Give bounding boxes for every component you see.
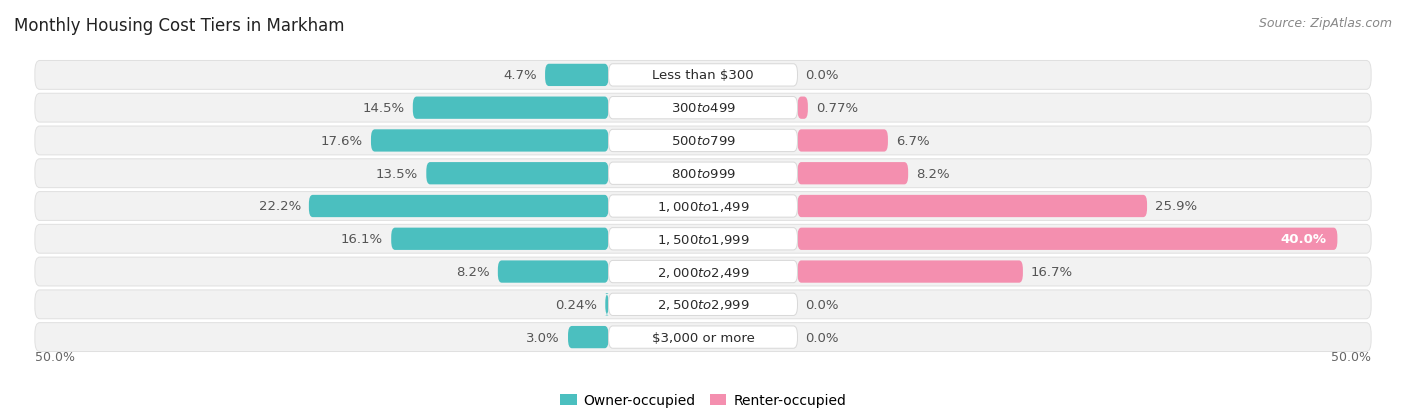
Legend: Owner-occupied, Renter-occupied: Owner-occupied, Renter-occupied	[554, 388, 852, 413]
Text: 50.0%: 50.0%	[35, 351, 75, 363]
Text: $2,500 to $2,999: $2,500 to $2,999	[657, 298, 749, 311]
Text: 16.1%: 16.1%	[342, 233, 382, 246]
FancyBboxPatch shape	[797, 130, 889, 152]
FancyBboxPatch shape	[35, 258, 1371, 286]
FancyBboxPatch shape	[797, 228, 1337, 250]
FancyBboxPatch shape	[568, 326, 609, 349]
FancyBboxPatch shape	[605, 294, 609, 316]
FancyBboxPatch shape	[609, 163, 797, 185]
FancyBboxPatch shape	[609, 97, 797, 119]
FancyBboxPatch shape	[546, 64, 609, 87]
Text: 8.2%: 8.2%	[456, 266, 489, 278]
FancyBboxPatch shape	[35, 225, 1371, 254]
Text: $300 to $499: $300 to $499	[671, 102, 735, 115]
FancyBboxPatch shape	[35, 159, 1371, 188]
Text: Source: ZipAtlas.com: Source: ZipAtlas.com	[1258, 17, 1392, 29]
Text: 8.2%: 8.2%	[917, 167, 950, 180]
Text: 25.9%: 25.9%	[1156, 200, 1198, 213]
Text: 50.0%: 50.0%	[1331, 351, 1371, 363]
FancyBboxPatch shape	[35, 323, 1371, 352]
Text: 0.0%: 0.0%	[806, 331, 839, 344]
Text: $3,000 or more: $3,000 or more	[651, 331, 755, 344]
FancyBboxPatch shape	[797, 261, 1024, 283]
Text: $1,500 to $1,999: $1,500 to $1,999	[657, 232, 749, 246]
FancyBboxPatch shape	[609, 64, 797, 87]
FancyBboxPatch shape	[35, 290, 1371, 319]
FancyBboxPatch shape	[609, 195, 797, 218]
FancyBboxPatch shape	[797, 195, 1147, 218]
Text: $800 to $999: $800 to $999	[671, 167, 735, 180]
FancyBboxPatch shape	[609, 228, 797, 250]
Text: $500 to $799: $500 to $799	[671, 135, 735, 147]
Text: 16.7%: 16.7%	[1031, 266, 1073, 278]
FancyBboxPatch shape	[35, 127, 1371, 156]
FancyBboxPatch shape	[609, 294, 797, 316]
Text: 14.5%: 14.5%	[363, 102, 405, 115]
FancyBboxPatch shape	[609, 326, 797, 349]
FancyBboxPatch shape	[609, 261, 797, 283]
FancyBboxPatch shape	[498, 261, 609, 283]
FancyBboxPatch shape	[309, 195, 609, 218]
Text: 0.0%: 0.0%	[806, 69, 839, 82]
FancyBboxPatch shape	[609, 130, 797, 152]
Text: 13.5%: 13.5%	[375, 167, 418, 180]
Text: $2,000 to $2,499: $2,000 to $2,499	[657, 265, 749, 279]
FancyBboxPatch shape	[391, 228, 609, 250]
FancyBboxPatch shape	[797, 163, 908, 185]
Text: 22.2%: 22.2%	[259, 200, 301, 213]
Text: 6.7%: 6.7%	[896, 135, 929, 147]
Text: $1,000 to $1,499: $1,000 to $1,499	[657, 199, 749, 214]
Text: 0.77%: 0.77%	[815, 102, 858, 115]
Text: Monthly Housing Cost Tiers in Markham: Monthly Housing Cost Tiers in Markham	[14, 17, 344, 34]
Text: 0.24%: 0.24%	[555, 298, 598, 311]
FancyBboxPatch shape	[35, 192, 1371, 221]
Text: 17.6%: 17.6%	[321, 135, 363, 147]
Text: 3.0%: 3.0%	[526, 331, 560, 344]
FancyBboxPatch shape	[426, 163, 609, 185]
FancyBboxPatch shape	[35, 94, 1371, 123]
FancyBboxPatch shape	[413, 97, 609, 119]
FancyBboxPatch shape	[371, 130, 609, 152]
FancyBboxPatch shape	[797, 97, 808, 119]
Text: 40.0%: 40.0%	[1281, 233, 1327, 246]
Text: Less than $300: Less than $300	[652, 69, 754, 82]
Text: 4.7%: 4.7%	[503, 69, 537, 82]
FancyBboxPatch shape	[35, 61, 1371, 90]
Text: 0.0%: 0.0%	[806, 298, 839, 311]
